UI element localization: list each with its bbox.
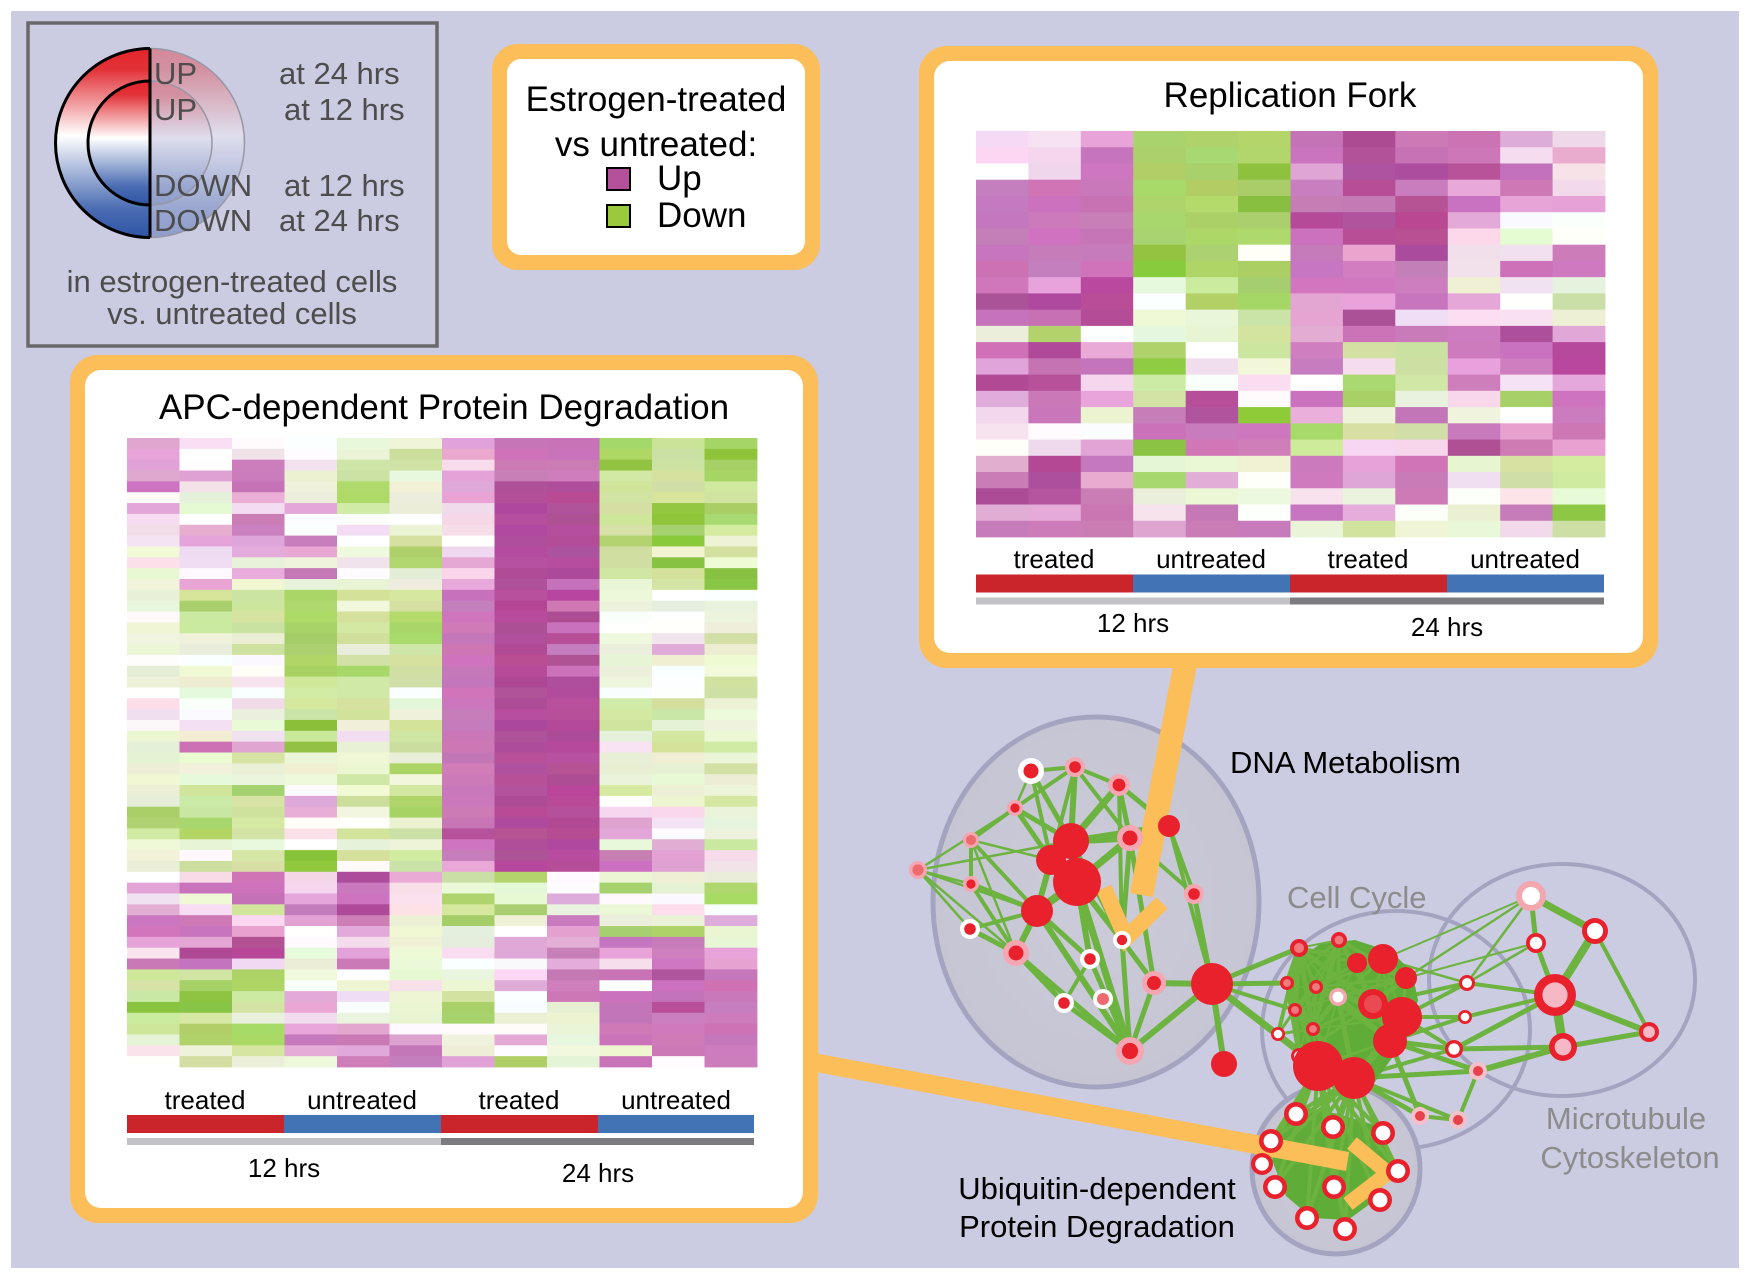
svg-text:24 hrs: 24 hrs (1411, 612, 1483, 642)
svg-text:Cell Cycle: Cell Cycle (1287, 880, 1427, 915)
svg-text:in estrogen-treated cells: in estrogen-treated cells (67, 264, 398, 299)
svg-text:treated: treated (165, 1085, 246, 1115)
svg-text:12 hrs: 12 hrs (248, 1153, 320, 1183)
svg-text:treated: treated (1014, 544, 1095, 574)
svg-text:treated: treated (479, 1085, 560, 1115)
svg-text:at 24 hrs: at 24 hrs (279, 56, 400, 91)
svg-text:Up: Up (657, 159, 702, 198)
svg-text:Protein Degradation: Protein Degradation (959, 1209, 1235, 1244)
svg-text:untreated: untreated (1156, 544, 1266, 574)
svg-text:Estrogen-treated: Estrogen-treated (526, 80, 787, 119)
svg-text:UP: UP (154, 92, 197, 127)
svg-text:DOWN: DOWN (154, 203, 252, 238)
svg-text:at 12 hrs: at 12 hrs (284, 168, 405, 203)
svg-text:APC-dependent Protein Degradat: APC-dependent Protein Degradation (159, 388, 729, 427)
svg-text:untreated: untreated (1470, 544, 1580, 574)
svg-text:Replication Fork: Replication Fork (1164, 76, 1417, 115)
svg-text:Microtubule: Microtubule (1546, 1101, 1706, 1136)
svg-text:vs. untreated cells: vs. untreated cells (107, 296, 357, 331)
svg-text:UP: UP (154, 56, 197, 91)
svg-text:Cytoskeleton: Cytoskeleton (1540, 1140, 1719, 1175)
svg-text:Ubiquitin-dependent: Ubiquitin-dependent (958, 1171, 1236, 1206)
svg-text:Down: Down (657, 196, 746, 235)
svg-text:vs untreated:: vs untreated: (555, 125, 757, 164)
svg-text:DNA Metabolism: DNA Metabolism (1230, 745, 1461, 780)
svg-text:24 hrs: 24 hrs (562, 1158, 634, 1188)
svg-text:at 12 hrs: at 12 hrs (284, 92, 405, 127)
svg-text:treated: treated (1328, 544, 1409, 574)
svg-text:DOWN: DOWN (154, 168, 252, 203)
svg-text:untreated: untreated (307, 1085, 417, 1115)
svg-text:untreated: untreated (621, 1085, 731, 1115)
svg-text:at 24 hrs: at 24 hrs (279, 203, 400, 238)
svg-text:12 hrs: 12 hrs (1097, 608, 1169, 638)
